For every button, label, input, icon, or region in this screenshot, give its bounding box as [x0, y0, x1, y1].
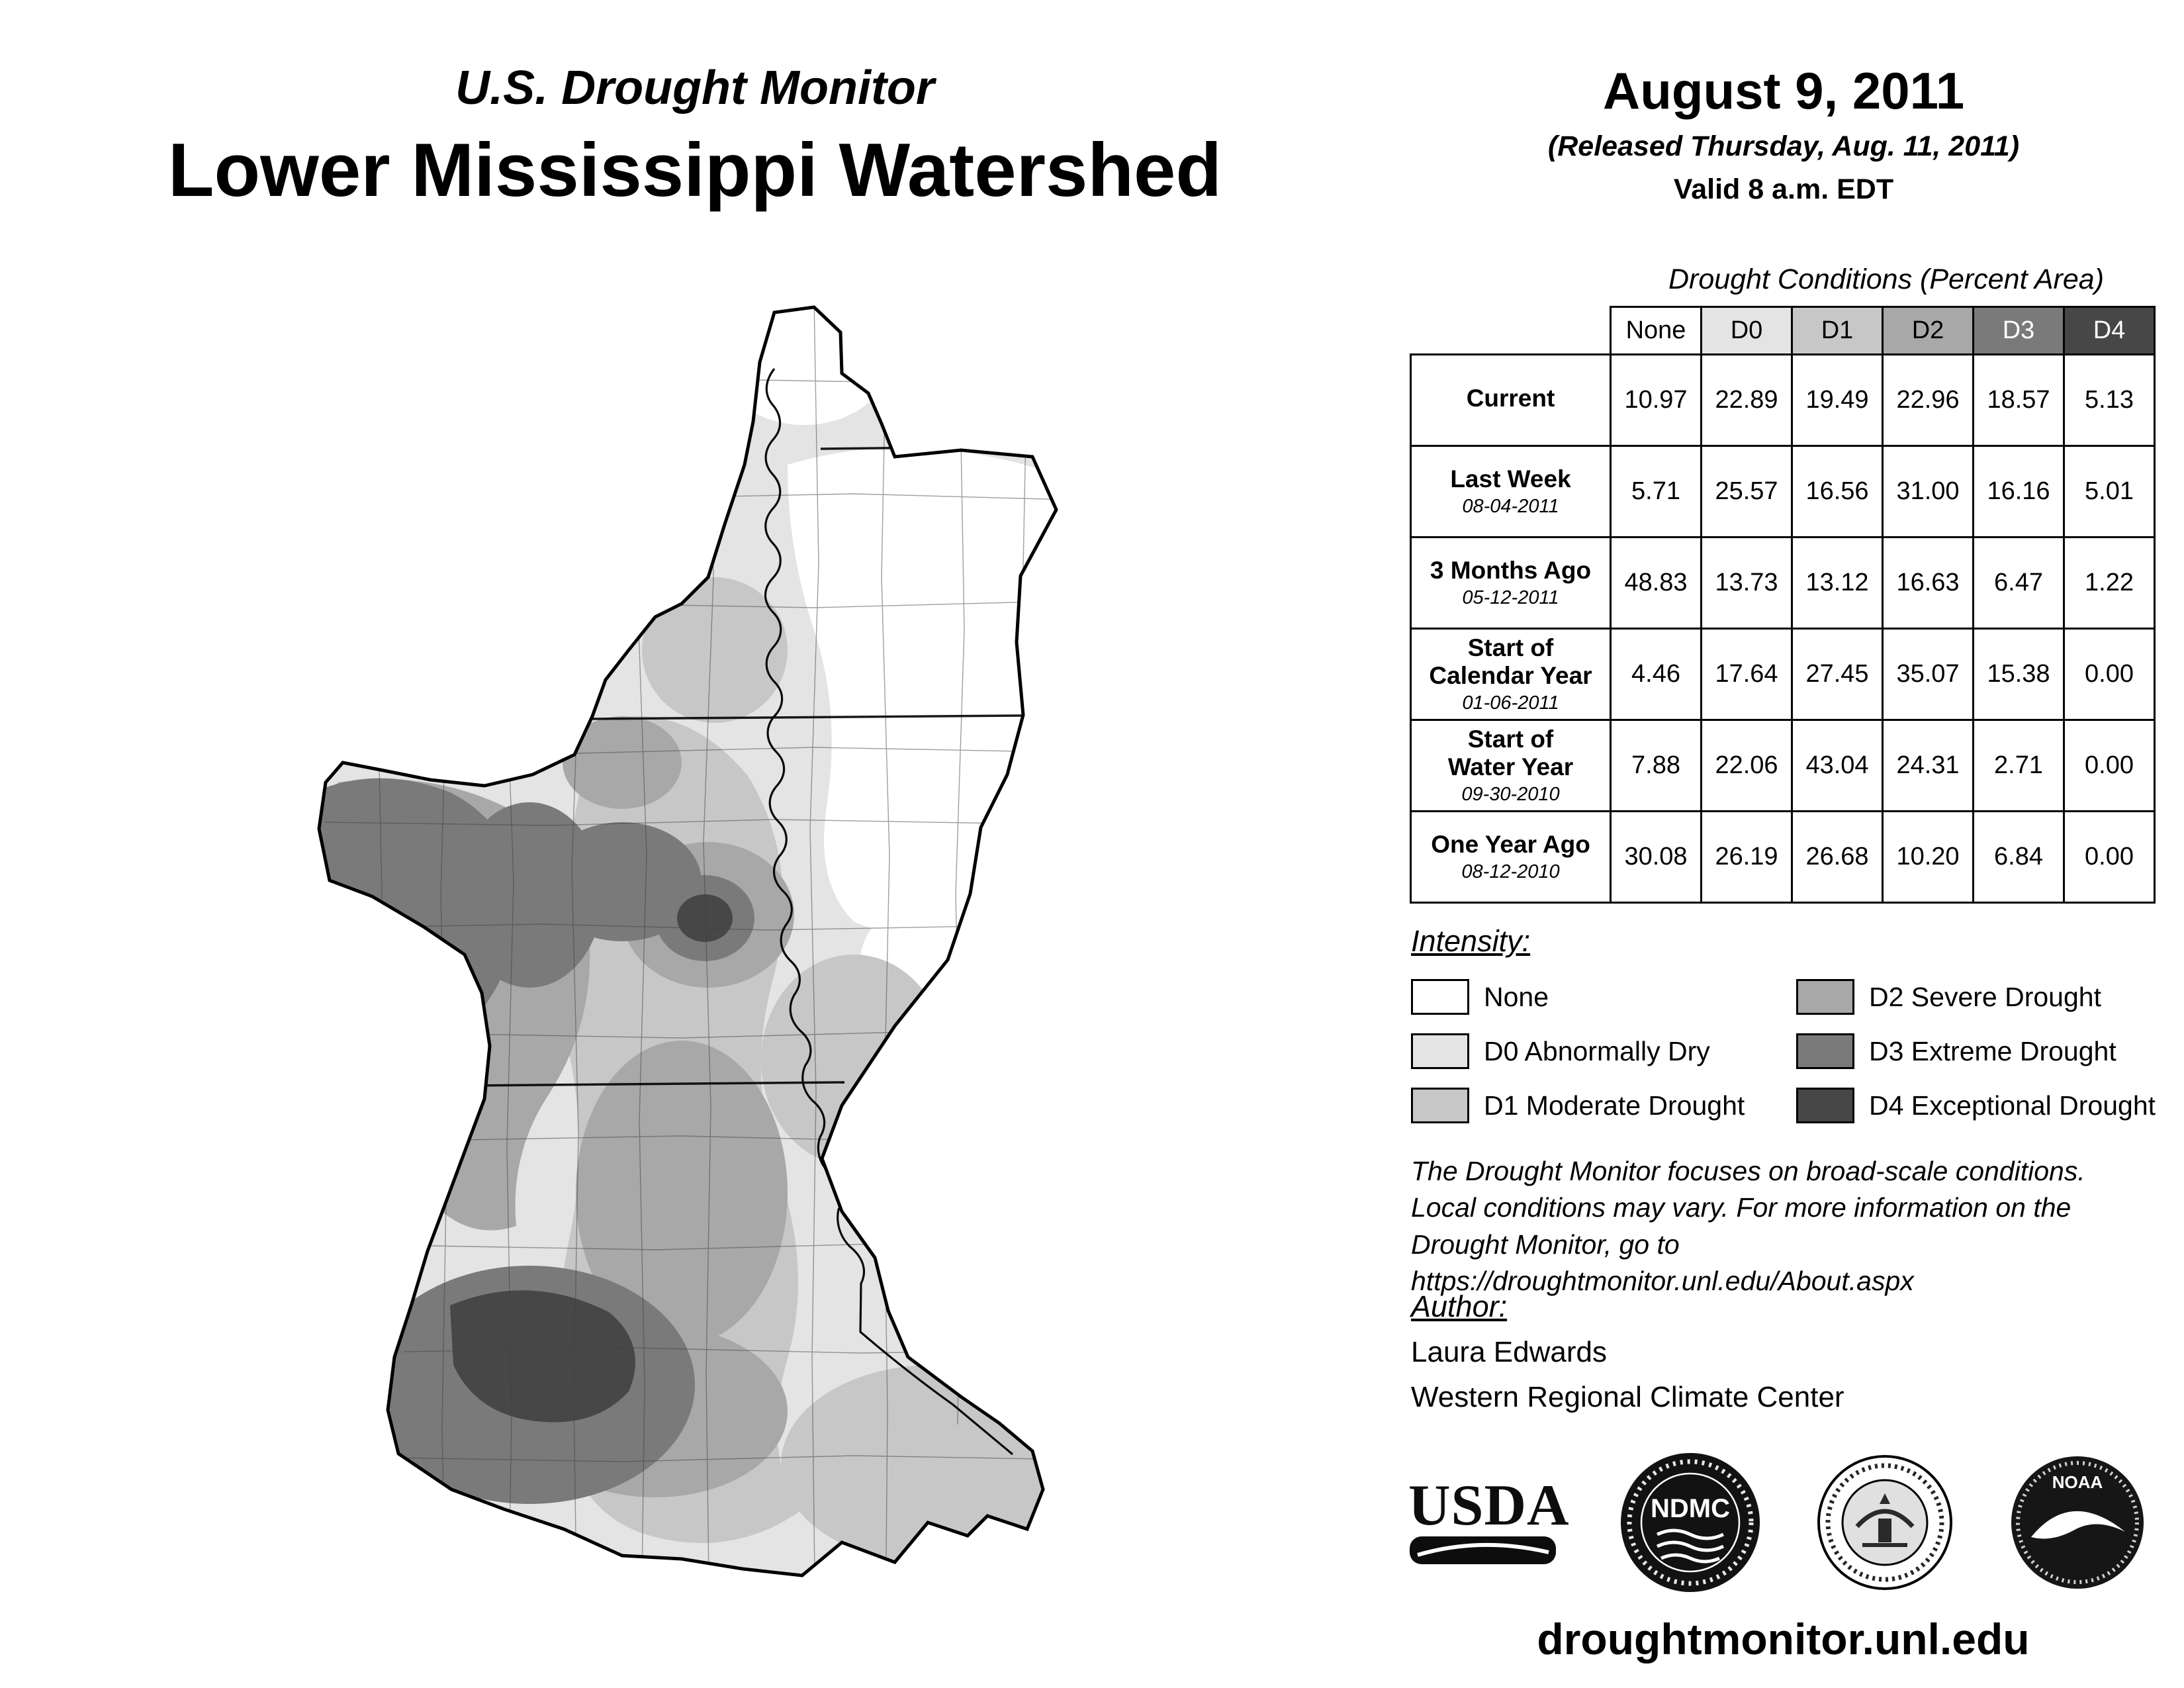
col-header-d3: D3: [1972, 306, 2065, 355]
cell-value: 0.00: [2063, 810, 2156, 904]
noaa-logo: NOAA: [2011, 1456, 2144, 1589]
legend-item-d2: D2 Severe Drought: [1796, 978, 2156, 1015]
svg-text:NDMC: NDMC: [1651, 1494, 1730, 1523]
swatch-d3: [1796, 1033, 1854, 1069]
row-label: One Year Ago 08-12-2010: [1410, 810, 1612, 904]
legend-item-d1: D1 Moderate Drought: [1411, 1087, 1796, 1124]
swatch-d0: [1411, 1033, 1469, 1069]
watershed-outline: [317, 305, 1058, 1577]
author-org: Western Regional Climate Center: [1411, 1381, 1844, 1413]
row-label: Start of Calendar Year 01-06-2011: [1410, 628, 1612, 721]
col-header-none: None: [1610, 306, 1702, 355]
cell-value: 2.71: [1972, 719, 2065, 812]
cell-value: 5.13: [2063, 353, 2156, 447]
swatch-none: [1411, 979, 1469, 1015]
author-heading: Author:: [1411, 1289, 1508, 1323]
cell-value: 31.00: [1882, 445, 1974, 538]
swatch-d1: [1411, 1088, 1469, 1123]
usda-swoosh: [1410, 1536, 1556, 1564]
cell-value: 26.68: [1791, 810, 1884, 904]
cell-value: 16.63: [1882, 536, 1974, 630]
cell-value: 35.07: [1882, 628, 1974, 721]
cell-value: 15.38: [1972, 628, 2065, 721]
legend-item-d4: D4 Exceptional Drought: [1796, 1087, 2156, 1124]
author-name: Laura Edwards: [1411, 1336, 1607, 1368]
cell-value: 22.96: [1882, 353, 1974, 447]
author-block: Author: Laura Edwards Western Regional C…: [1411, 1289, 1844, 1414]
table-header-row: None D0 D1 D2 D3 D4: [1411, 306, 2156, 355]
row-label: 3 Months Ago 05-12-2011: [1410, 536, 1612, 630]
col-header-d0: D0: [1700, 306, 1793, 355]
released-date: (Released Thursday, Aug. 11, 2011): [1547, 130, 2020, 162]
table-row-current: Current 10.97 22.89 19.49 22.96 18.57 5.…: [1410, 353, 2156, 447]
col-header-d2: D2: [1882, 306, 1974, 355]
cell-value: 22.89: [1700, 353, 1793, 447]
row-label: Last Week 08-04-2011: [1410, 445, 1612, 538]
legend-item-none: None: [1411, 978, 1796, 1015]
cell-value: 18.57: [1972, 353, 2065, 447]
cell-value: 16.56: [1791, 445, 1884, 538]
region-title: Lower Mississippi Watershed: [167, 128, 1222, 212]
swatch-d4: [1796, 1088, 1854, 1123]
legend-title: Intensity:: [1411, 924, 1531, 958]
cell-value: 1.22: [2063, 536, 2156, 630]
commerce-logo: [1817, 1455, 1953, 1590]
valid-time: Valid 8 a.m. EDT: [1673, 173, 1894, 205]
cell-value: 5.01: [2063, 445, 2156, 538]
intensity-legend: Intensity: None D0 Abnormally Dry D1 Mod…: [1411, 924, 2165, 1124]
ndmc-logo: NDMC: [1620, 1453, 1760, 1592]
table-title: Drought Conditions (Percent Area): [1668, 263, 2105, 295]
cell-value: 25.57: [1700, 445, 1793, 538]
cell-value: 27.45: [1791, 628, 1884, 721]
legend-item-d3: D3 Extreme Drought: [1796, 1033, 2156, 1070]
cell-value: 24.31: [1882, 719, 1974, 812]
cell-value: 17.64: [1700, 628, 1793, 721]
table-row-start-calendar-year: Start of Calendar Year 01-06-2011 4.46 1…: [1410, 628, 2156, 721]
cell-value: 0.00: [2063, 628, 2156, 721]
cell-value: 26.19: [1700, 810, 1793, 904]
legend-item-d0: D0 Abnormally Dry: [1411, 1033, 1796, 1070]
report-date: August 9, 2011: [1602, 62, 1965, 120]
cell-value: 4.46: [1610, 628, 1702, 721]
cell-value: 43.04: [1791, 719, 1884, 812]
watershed-map: [317, 305, 1058, 1577]
date-block: August 9, 2011 (Released Thursday, Aug. …: [1390, 61, 2177, 206]
svg-text:NOAA: NOAA: [2052, 1472, 2103, 1492]
cell-value: 6.84: [1972, 810, 2065, 904]
cell-value: 5.71: [1610, 445, 1702, 538]
table-row-one-year-ago: One Year Ago 08-12-2010 30.08 26.19 26.6…: [1410, 810, 2156, 904]
row-label: Current: [1410, 353, 1612, 447]
drought-shading: [319, 307, 1056, 1575]
site-url: droughtmonitor.unl.edu: [1537, 1615, 2030, 1664]
cell-value: 10.97: [1610, 353, 1702, 447]
table-row-start-water-year: Start of Water Year 09-30-2010 7.88 22.0…: [1410, 719, 2156, 812]
col-header-d4: D4: [2063, 306, 2156, 355]
cell-value: 6.47: [1972, 536, 2065, 630]
about-url: Drought Monitor, go to https://droughtmo…: [1411, 1229, 1914, 1297]
cell-value: 0.00: [2063, 719, 2156, 812]
monitor-title: U.S. Drought Monitor: [455, 62, 934, 115]
cell-value: 10.20: [1882, 810, 1974, 904]
table-corner-spacer: [1411, 307, 1611, 355]
cell-value: 48.83: [1610, 536, 1702, 630]
cell-value: 16.16: [1972, 445, 2065, 538]
cell-value: 13.73: [1700, 536, 1793, 630]
logo-row: USDA NDMC NOAA: [1408, 1451, 2146, 1594]
disclaimer-text: The Drought Monitor focuses on broad-sca…: [1411, 1153, 2184, 1299]
usda-logo: USDA: [1408, 1477, 1569, 1567]
cell-value: 19.49: [1791, 353, 1884, 447]
table-row-3-months-ago: 3 Months Ago 05-12-2011 48.83 13.73 13.1…: [1410, 536, 2156, 630]
row-label: Start of Water Year 09-30-2010: [1410, 719, 1612, 812]
swatch-d2: [1796, 979, 1854, 1015]
col-header-d1: D1: [1791, 306, 1884, 355]
cell-value: 30.08: [1610, 810, 1702, 904]
drought-conditions-table: None D0 D1 D2 D3 D4 Current 10.97 22.89 …: [1410, 306, 2156, 904]
table-row-last-week: Last Week 08-04-2011 5.71 25.57 16.56 31…: [1410, 445, 2156, 538]
cell-value: 7.88: [1610, 719, 1702, 812]
cell-value: 13.12: [1791, 536, 1884, 630]
cell-value: 22.06: [1700, 719, 1793, 812]
